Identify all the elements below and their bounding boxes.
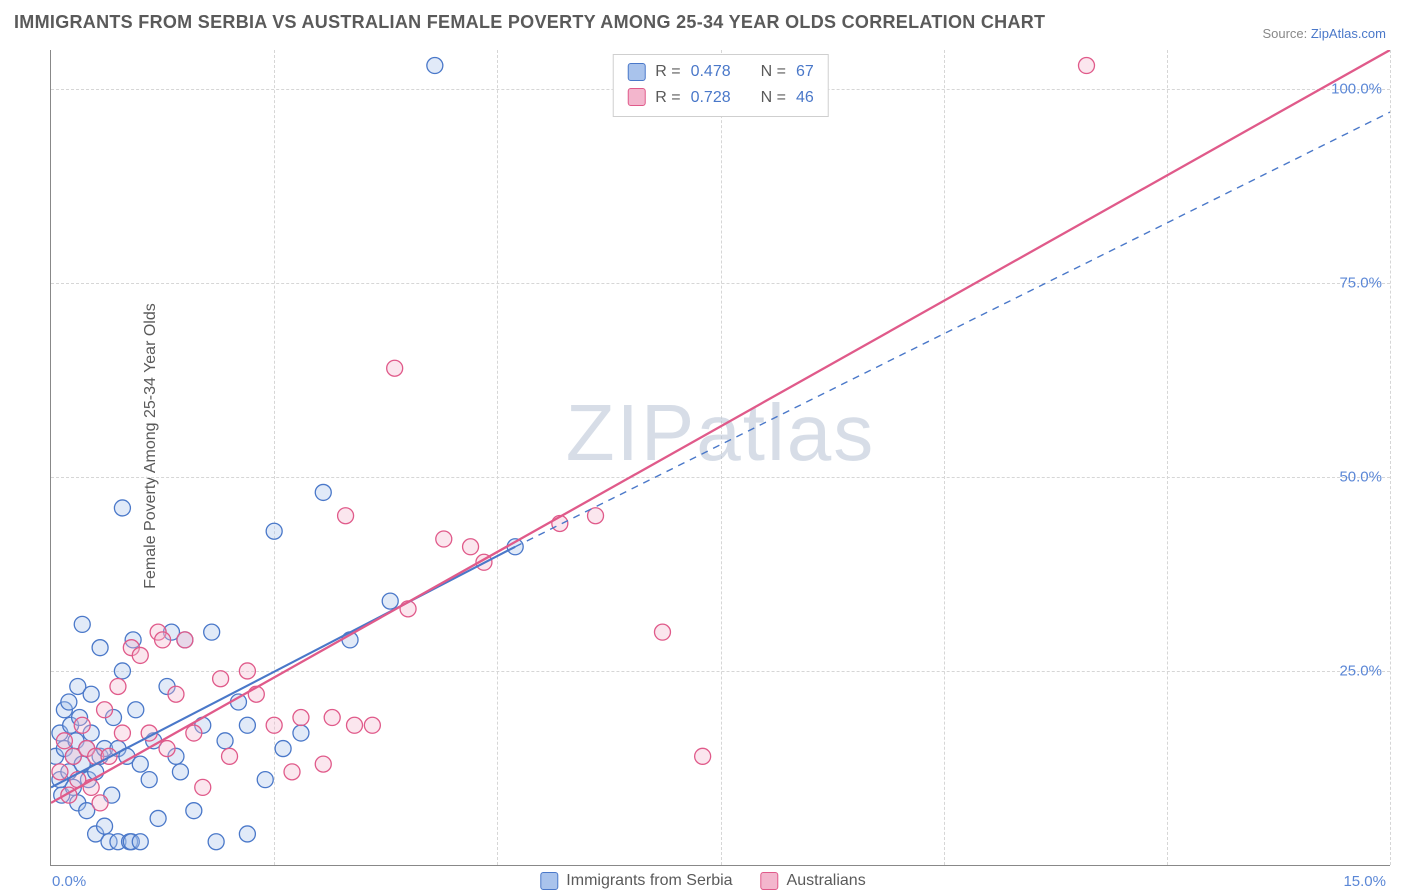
legend-r-label: R = bbox=[655, 59, 680, 85]
legend-n-label: N = bbox=[761, 85, 786, 111]
legend-r-value: 0.478 bbox=[691, 59, 731, 85]
legend-swatch bbox=[627, 88, 645, 106]
legend-row: R = 0.478 N = 67 bbox=[627, 59, 814, 85]
legend-n-label: N = bbox=[761, 59, 786, 85]
chart-title: IMMIGRANTS FROM SERBIA VS AUSTRALIAN FEM… bbox=[14, 12, 1045, 33]
legend-series-name: Australians bbox=[787, 872, 866, 890]
x-tick-min: 0.0% bbox=[52, 873, 86, 890]
x-tick-max: 15.0% bbox=[1343, 873, 1386, 890]
legend-r-value: 0.728 bbox=[691, 85, 731, 111]
correlation-legend: R = 0.478 N = 67 R = 0.728 N = 46 bbox=[612, 54, 829, 117]
legend-swatch bbox=[761, 872, 779, 890]
source-link[interactable]: ZipAtlas.com bbox=[1311, 26, 1386, 41]
legend-item: Immigrants from Serbia bbox=[540, 872, 732, 890]
source-prefix: Source: bbox=[1262, 26, 1310, 41]
legend-row: R = 0.728 N = 46 bbox=[627, 85, 814, 111]
plot-area: R =0.478N =67R =0.728N =46 ZIPatlas 25.0… bbox=[50, 50, 1390, 866]
legend-item: Australians bbox=[761, 872, 866, 890]
legend-r-label: R = bbox=[655, 85, 680, 111]
legend-swatch bbox=[540, 872, 558, 890]
legend-swatch bbox=[627, 63, 645, 81]
source-credit: Source: ZipAtlas.com bbox=[1262, 26, 1386, 41]
legend-series-name: Immigrants from Serbia bbox=[566, 872, 732, 890]
legend-n-value: 46 bbox=[796, 85, 814, 111]
legend-n-value: 67 bbox=[796, 59, 814, 85]
gridline-v bbox=[1390, 50, 1391, 865]
series-legend: Immigrants from Serbia Australians bbox=[540, 872, 865, 890]
scatter-svg bbox=[51, 50, 1390, 865]
